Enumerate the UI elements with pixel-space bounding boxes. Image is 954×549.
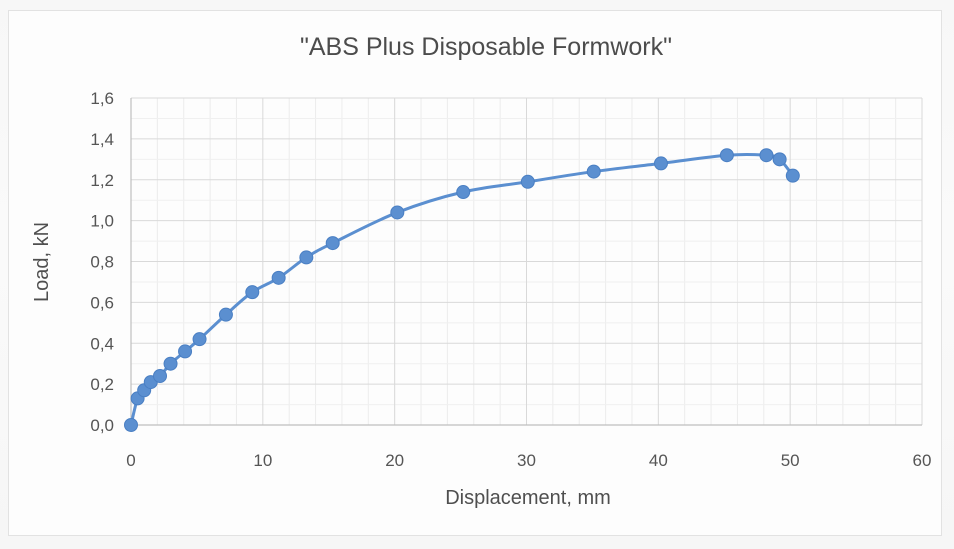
- data-point: [299, 250, 314, 265]
- data-point: [178, 344, 193, 359]
- data-point: [153, 368, 168, 383]
- data-point: [192, 332, 207, 347]
- data-points: [124, 148, 800, 432]
- data-point: [390, 205, 405, 220]
- data-point: [653, 156, 668, 171]
- chart-title: "ABS Plus Disposable Formwork": [300, 33, 672, 61]
- axes: [130, 98, 922, 426]
- data-point: [520, 174, 535, 189]
- y-tick-label: 0,0: [90, 416, 114, 435]
- data-point: [785, 168, 800, 183]
- data-point: [245, 285, 260, 300]
- y-tick-label: 1,4: [90, 130, 114, 149]
- y-tick-label: 1,2: [90, 171, 114, 190]
- tick-labels: 0,0 0,2 0,4 0,6 0,8 1,0 1,2 1,4 1,6 0 10 20 30 40 50 60: [90, 89, 931, 470]
- data-point: [772, 152, 787, 167]
- data-point: [759, 148, 774, 163]
- x-tick-label: 0: [126, 451, 135, 470]
- x-tick-label: 40: [649, 451, 668, 470]
- x-axis-title: Displacement, mm: [445, 487, 611, 509]
- data-point: [586, 164, 601, 179]
- y-tick-label: 0,6: [90, 293, 114, 312]
- data-point: [218, 307, 233, 322]
- y-tick-label: 0,8: [90, 253, 114, 272]
- x-tick-label: 50: [781, 451, 800, 470]
- data-point: [124, 418, 138, 432]
- data-point: [325, 236, 340, 251]
- y-tick-label: 0,2: [90, 375, 114, 394]
- grid-lines: [130, 97, 923, 426]
- data-point: [456, 185, 471, 200]
- y-tick-label: 1,0: [90, 212, 114, 231]
- y-tick-label: 1,6: [90, 89, 114, 108]
- y-axis-title: Load, kN: [31, 222, 53, 302]
- x-tick-label: 60: [913, 451, 932, 470]
- data-point: [271, 270, 286, 285]
- x-tick-label: 20: [385, 451, 404, 470]
- data-point: [163, 356, 178, 371]
- data-point: [719, 148, 734, 163]
- x-tick-label: 30: [517, 451, 536, 470]
- x-tick-label: 10: [253, 451, 272, 470]
- y-tick-label: 0,4: [90, 334, 114, 353]
